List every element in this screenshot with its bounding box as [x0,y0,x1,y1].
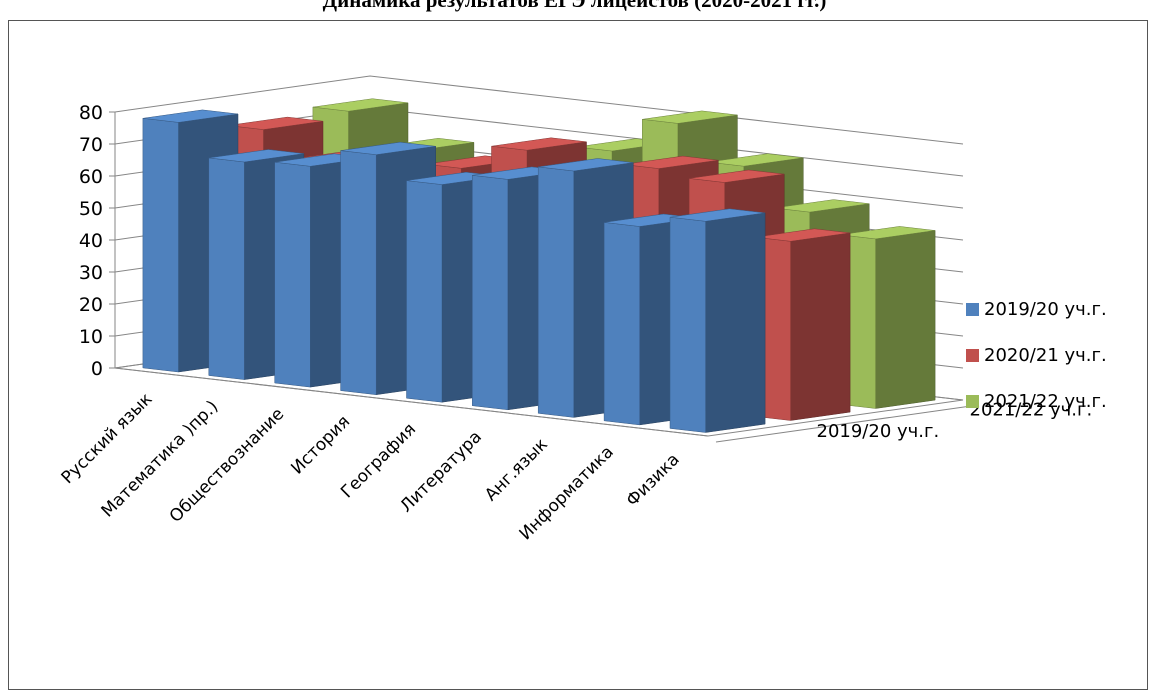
legend-label-1: 2019/20 уч.г. [984,298,1107,320]
bar-front [669,216,706,433]
bar-top [754,228,851,242]
x-axis-line [114,367,709,437]
bar-front [472,175,509,411]
y-tick-label-5: 50 [79,198,103,220]
chart-bars [142,98,936,433]
y-tick-label-3: 30 [79,262,103,284]
bar-top [538,158,634,172]
bar-front [142,118,179,373]
bar-top [142,109,239,123]
bar-top [340,141,436,155]
y-tick-label-1: 10 [79,326,103,348]
y-tick-label-6: 60 [79,166,103,188]
bar-top [208,149,304,163]
legend-item-2: 2020/21 уч.г. [966,332,1107,378]
legend-swatch-3 [966,394,979,408]
x-tick-label-7: Анг.язык [481,434,552,505]
depth-tick-label-2: 2019/20 уч.г. [817,421,940,442]
y-tick-label-7: 70 [79,134,103,156]
depth-tick-label-1: 2021/22 уч.г. [970,400,1093,421]
bar-front [406,180,443,403]
x-tick-label-4: История [287,412,354,479]
bar-front [603,222,640,426]
bar-side [705,212,766,433]
bar-top [689,169,785,183]
depth-axis-line [715,405,972,443]
bar-s1-c9 [669,208,766,433]
bar-top [774,199,870,213]
chart-legend: 2019/20 уч.г. 2020/21 уч.г. 2021/22 уч.г… [966,286,1107,424]
bar-side [790,232,851,421]
bar-top [491,137,587,151]
chart-axes [109,111,972,443]
bar-top [623,155,719,169]
bar-s3-c9 [839,226,936,409]
bar-top [708,153,804,167]
y-tick-label-4: 40 [79,230,103,252]
legend-swatch-1 [966,302,979,316]
bar-top [227,116,324,130]
gridline-8 [114,75,964,145]
y-tick-label-2: 20 [79,294,103,316]
bar-front [340,150,377,395]
bar-front [274,161,311,388]
legend-label-2: 2020/21 уч.г. [984,344,1107,366]
y-tick-label-8: 80 [79,102,103,124]
x-tick-label-9: Физика [622,450,683,511]
y-tick-label-0: 0 [91,358,103,380]
legend-swatch-2 [966,348,979,362]
legend-label-3: 2021/22 уч.г. [984,390,1107,412]
legend-item-1: 2019/20 уч.г. [966,286,1107,332]
bar-top [839,226,936,240]
legend-item-3: 2021/22 уч.г. [966,378,1107,424]
bar-front [208,157,245,380]
bar-top [312,98,409,112]
chart-title: Динамика результатов ЕГЭ лицеистов (2020… [322,0,827,12]
bar-top [642,110,738,124]
bar-top [669,208,766,222]
bar-front [537,166,575,418]
bar-side [875,230,936,409]
bar-s2-c9 [754,228,851,421]
